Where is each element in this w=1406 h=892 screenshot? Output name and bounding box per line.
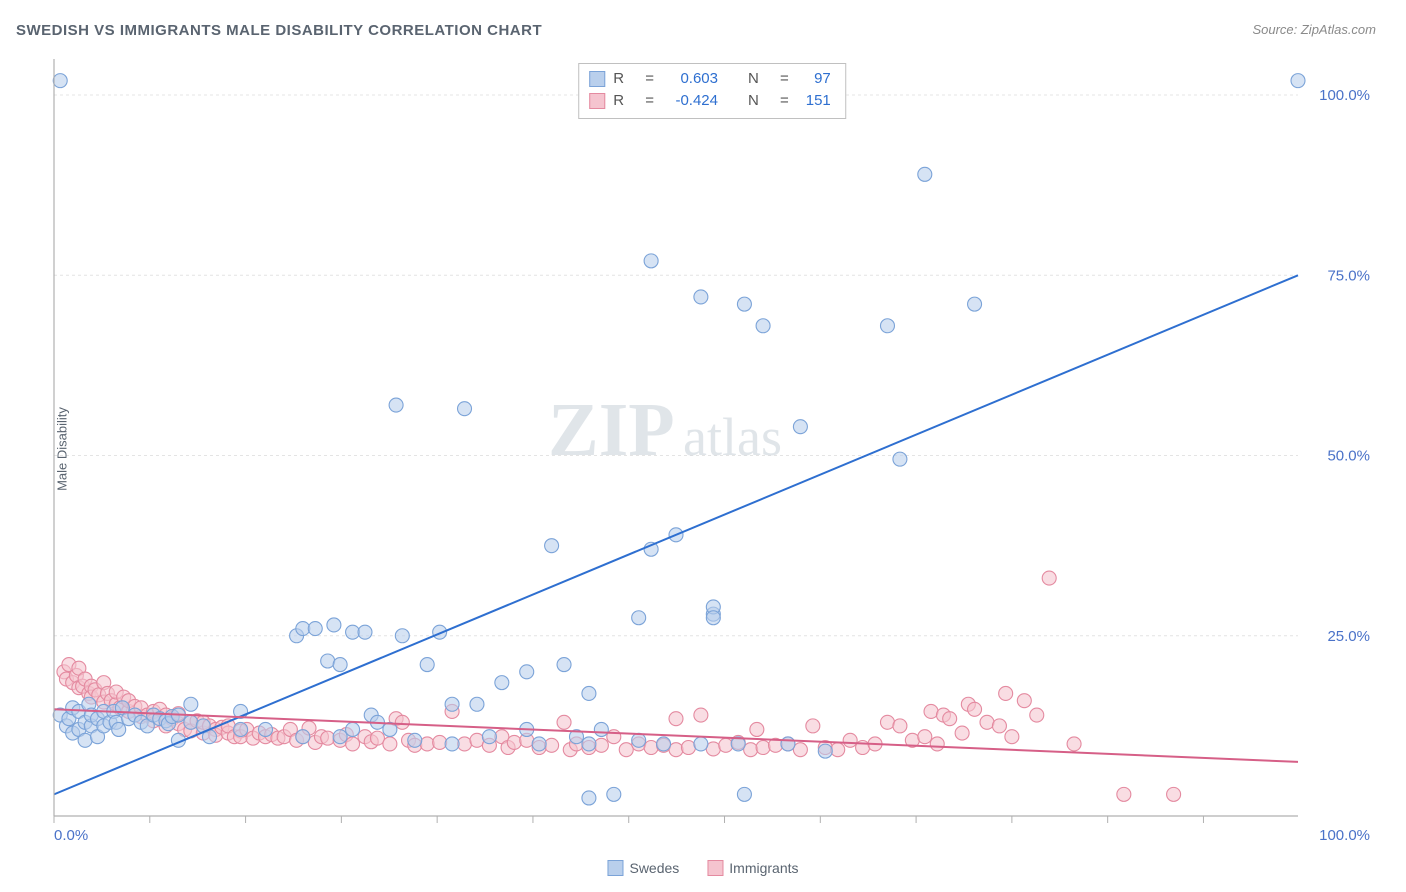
y-axis-label: Male Disability [54, 407, 69, 491]
svg-text:100.0%: 100.0% [1319, 87, 1370, 104]
legend-item-swedes: Swedes [607, 860, 679, 876]
equals-sign: = [645, 90, 654, 112]
color-swatch-swedes [607, 860, 623, 876]
r-label: R [613, 90, 637, 112]
equals-sign: = [780, 68, 789, 90]
color-swatch-immigrants [589, 93, 605, 109]
scatter-plot: ZIP atlas 25.0% 50.0% 75.0% 100.0% 0.0% 100.0… [48, 55, 1376, 842]
source-attribution: Source: ZipAtlas.com [1252, 22, 1376, 37]
legend-item-immigrants: Immigrants [707, 860, 798, 876]
color-swatch-immigrants [707, 860, 723, 876]
r-label: R [613, 68, 637, 90]
svg-text:100.0%: 100.0% [1319, 827, 1370, 842]
n-label: N [748, 68, 772, 90]
chart-title: SWEDISH VS IMMIGRANTS MALE DISABILITY CO… [16, 22, 542, 39]
legend-label-swedes: Swedes [629, 860, 679, 876]
stats-row-immigrants: R = -0.424 N = 151 [589, 90, 831, 112]
svg-text:0.0%: 0.0% [54, 827, 88, 842]
color-swatch-swedes [589, 71, 605, 87]
svg-text:75.0%: 75.0% [1327, 267, 1370, 284]
equals-sign: = [780, 90, 789, 112]
r-value-swedes: 0.603 [662, 68, 718, 90]
watermark-zip: ZIP [548, 388, 675, 472]
svg-text:50.0%: 50.0% [1327, 448, 1370, 465]
svg-text:25.0%: 25.0% [1327, 628, 1370, 645]
legend: Swedes Immigrants [607, 860, 798, 876]
legend-label-immigrants: Immigrants [729, 860, 798, 876]
equals-sign: = [645, 68, 654, 90]
r-value-immigrants: -0.424 [662, 90, 718, 112]
chart-container: Male Disability ZIP atlas 25.0% 50.0% 75.0… [48, 55, 1376, 842]
stats-row-swedes: R = 0.603 N = 97 [589, 68, 831, 90]
n-value-immigrants: 151 [797, 90, 831, 112]
source-prefix: Source: [1252, 22, 1300, 37]
n-value-swedes: 97 [797, 68, 831, 90]
source-name: ZipAtlas.com [1301, 22, 1376, 37]
correlation-stats-box: R = 0.603 N = 97 R = -0.424 N = 151 [578, 63, 846, 119]
n-label: N [748, 90, 772, 112]
watermark-atlas: atlas [683, 407, 782, 467]
